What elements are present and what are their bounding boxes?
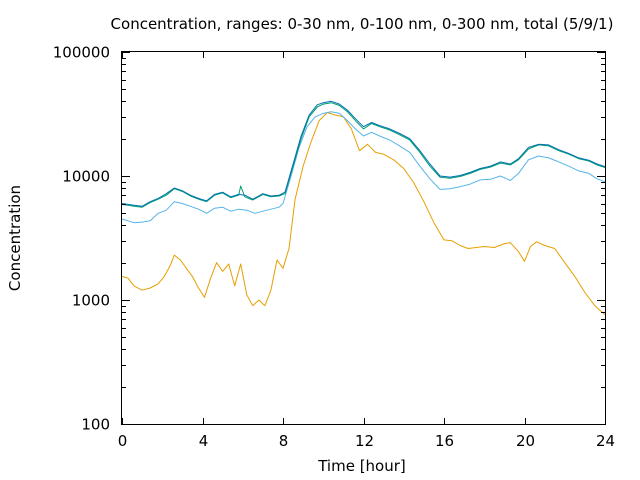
x-tick-label-2: 8 xyxy=(279,432,289,450)
plot-frame xyxy=(121,51,606,425)
x-axis-label: Time [hour] xyxy=(317,457,406,475)
y-tick-label-1: 1000 xyxy=(72,292,110,310)
series-line-1 xyxy=(121,112,606,316)
chart-title: Concentration, ranges: 0-30 nm, 0-100 nm… xyxy=(111,15,614,33)
series-layer xyxy=(121,100,606,316)
x-tick-label-5: 20 xyxy=(516,432,535,450)
series-line-2 xyxy=(121,111,606,224)
y-tick-label-3: 100000 xyxy=(53,44,110,62)
series-line-4 xyxy=(121,100,606,207)
x-tick-label-6: 24 xyxy=(596,432,615,450)
series-line-3 xyxy=(121,102,606,208)
y-tick-label-2: 10000 xyxy=(62,168,110,186)
x-tick-label-1: 4 xyxy=(199,432,209,450)
x-tick-label-4: 16 xyxy=(435,432,454,450)
x-tick-label-3: 12 xyxy=(355,432,374,450)
y-axis-label: Concentration xyxy=(6,185,24,291)
y-tick-label-0: 100 xyxy=(81,416,110,434)
x-tick-label-0: 0 xyxy=(118,432,128,450)
